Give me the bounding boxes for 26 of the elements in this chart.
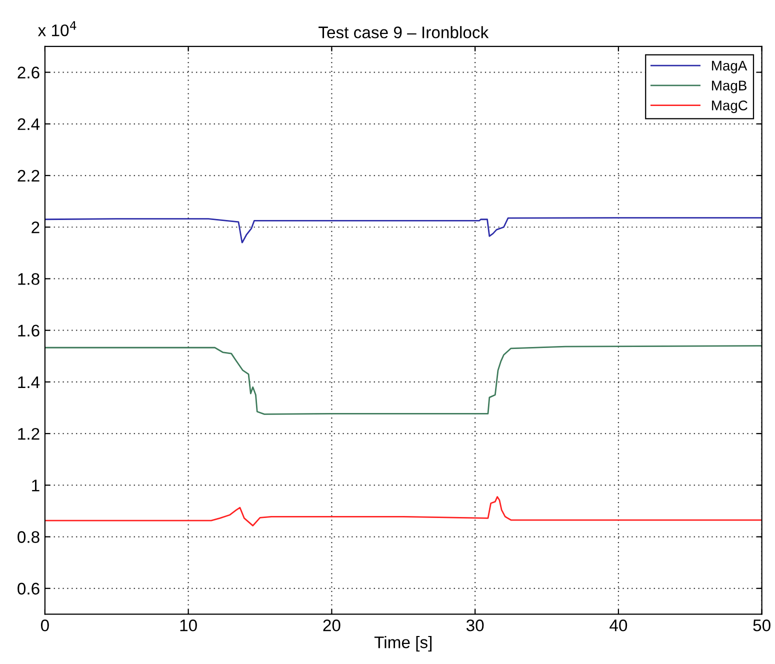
chart-title: Test case 9 – Ironblock <box>318 26 489 38</box>
x-tick-label: 0 <box>40 620 49 632</box>
legend-label: MagA <box>712 60 748 74</box>
line-series <box>44 345 762 415</box>
y-tick-label: 0.6 <box>18 582 40 595</box>
x-tick-label: 20 <box>323 620 340 632</box>
legend-label: MagB <box>712 80 746 94</box>
y-tick-label: 2.2 <box>18 170 40 182</box>
text: x 10$^{4}$ <box>38 21 76 36</box>
y-tick-label: 2.6 <box>18 66 40 78</box>
y-tick-label: 1.2 <box>18 428 40 440</box>
y-tick-label: 0.8 <box>18 531 40 543</box>
x-axis-title: Time [s] <box>374 636 432 652</box>
x-tick-label: 50 <box>753 620 770 632</box>
legend-label: MagC <box>712 100 748 114</box>
y-tick-label: 1.8 <box>18 273 40 285</box>
y-tick-label: 1 <box>32 480 40 492</box>
x-tick-label: 40 <box>610 620 628 632</box>
line-series <box>44 217 762 244</box>
x-tick-label: 30 <box>466 620 484 632</box>
x-tick-label: 10 <box>180 620 197 632</box>
y-tick-label: 2.4 <box>18 118 40 130</box>
y-tick-label: 1.4 <box>18 376 40 388</box>
line-series <box>44 496 762 526</box>
y-tick-label: 2 <box>32 222 40 234</box>
y-tick-label: 1.6 <box>18 324 40 337</box>
